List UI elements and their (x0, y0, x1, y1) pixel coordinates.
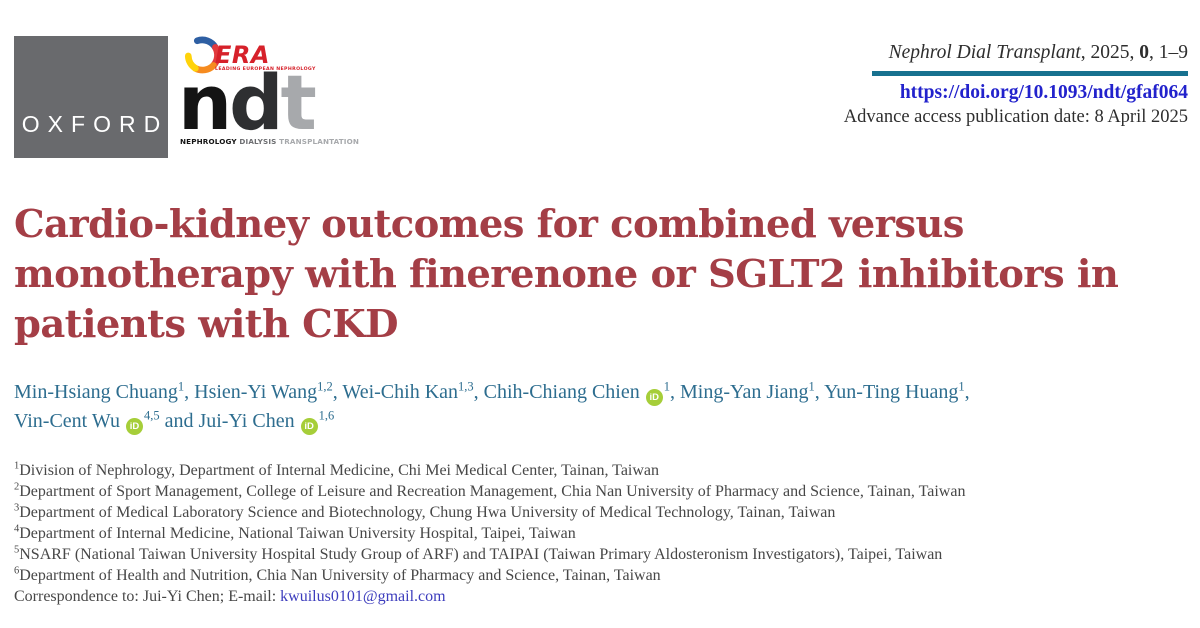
author-name: Hsien-Yi Wang (194, 381, 318, 404)
ndt-logotype: ndt (178, 65, 322, 141)
oxford-university-press-logo: OXFORD (14, 36, 168, 158)
author-separator: , (964, 381, 970, 404)
article-title: Cardio-kidney outcomes for combined vers… (14, 200, 1188, 350)
author: Chih-Chiang Chien iD1, (483, 379, 680, 407)
author-affiliation-superscript: 4,5 (143, 407, 160, 422)
affiliation-text: Department of Health and Nutrition, Chia… (19, 566, 661, 584)
citation-pages: , 1–9 (1149, 42, 1188, 63)
orcid-icon[interactable]: iD (125, 417, 143, 435)
author-separator: , (332, 381, 343, 404)
advance-access-date: Advance access publication date: 8 April… (843, 107, 1188, 128)
author-separator: and (159, 409, 199, 432)
journal-citation: Nephrol Dial Transplant, 2025, 0, 1–9 (844, 42, 1188, 64)
author-separator: , (670, 381, 680, 404)
affiliation-number: 6 (14, 565, 20, 577)
doi-link[interactable]: https://doi.org/10.1093/ndt/gfaf064 (899, 81, 1188, 103)
affiliation-text: NSARF (National Taiwan University Hospit… (19, 545, 943, 563)
era-logo-label: ERA (215, 41, 270, 69)
correspondence-line: Correspondence to: Jui-Yi Chen; E-mail: … (14, 587, 1188, 608)
affiliation-item: 3Department of Medical Laboratory Scienc… (14, 503, 1188, 524)
affiliation-text: Department of Sport Management, College … (19, 482, 966, 500)
author: Min-Hsiang Chuang1, (14, 379, 195, 404)
masthead: OXFORD ERA LEADING EUROPEAN NEPHROLOGY n (14, 36, 1188, 158)
author: Ming-Yan Jiang1, (680, 379, 825, 404)
affiliation-item: 6Department of Health and Nutrition, Chi… (14, 566, 1188, 587)
ndt-letter-n: n (178, 58, 232, 147)
journal-meta: Nephrol Dial Transplant, 2025, 0, 1–9 ht… (844, 36, 1188, 129)
author-name: Chih-Chiang Chien (483, 381, 640, 404)
author-affiliation-superscript: 1 (958, 379, 965, 394)
era-logo: ERA LEADING EUROPEAN NEPHROLOGY (184, 36, 322, 78)
affiliation-item: 4Department of Internal Medicine, Nation… (14, 524, 1188, 545)
author-name: Jui-Yi Chen (198, 409, 295, 432)
affiliation-text: Division of Nephrology, Department of In… (19, 461, 660, 479)
author-separator: , (473, 381, 484, 404)
citation-volume: 0 (1139, 42, 1149, 63)
author-affiliation-superscript: 1 (177, 379, 185, 394)
journal-name: Nephrol Dial Transplant (888, 42, 1081, 63)
author-list: Min-Hsiang Chuang1, Hsien-Yi Wang1,2, We… (14, 378, 1188, 435)
ndt-letter-t: t (280, 58, 317, 147)
author-name: Ming-Yan Jiang (680, 381, 809, 404)
article-title-line-2: monotherapy with finerenone or SGLT2 inh… (14, 252, 1119, 298)
citation-year: , 2025, (1080, 42, 1140, 63)
era-logo-tagline: LEADING EUROPEAN NEPHROLOGY (215, 67, 316, 72)
author-separator: , (184, 381, 195, 404)
ndt-subtitle-nephrology: NEPHROLOGY (180, 137, 237, 147)
affiliation-number: 2 (14, 481, 20, 493)
author: Yun-Ting Huang1, (824, 379, 970, 404)
publisher-logos: OXFORD ERA LEADING EUROPEAN NEPHROLOGY n (14, 36, 359, 158)
affiliation-list: 1Division of Nephrology, Department of I… (14, 461, 1188, 587)
author: Wei-Chih Kan1,3, (342, 379, 484, 404)
affiliation-number: 4 (14, 523, 20, 535)
affiliation-number: 1 (14, 460, 20, 472)
affiliation-number: 3 (14, 502, 20, 514)
author: Jui-Yi Chen iD1,6 (198, 407, 335, 435)
author-affiliation-superscript: 1,6 (318, 407, 335, 422)
ndt-subtitle-dialysis: DIALYSIS (239, 137, 277, 147)
article-title-line-1: Cardio-kidney outcomes for combined vers… (14, 202, 964, 247)
affiliation-item: 2Department of Sport Management, College… (14, 482, 1188, 503)
author-line: Vin-Cent Wu iD4,5 and Jui-Yi Chen iD1,6 (14, 407, 1188, 435)
correspondence-label: Correspondence to: Jui-Yi Chen; E-mail: (14, 587, 281, 605)
author-name: Vin-Cent Wu (14, 409, 120, 432)
article-title-line-3: patients with CKD (14, 302, 398, 348)
author-name: Yun-Ting Huang (824, 381, 959, 404)
correspondence-email-link[interactable]: kwuilus0101@gmail.com (280, 587, 446, 605)
oxford-logo-label: OXFORD (21, 111, 169, 137)
citation-divider-rule (872, 71, 1188, 76)
author-name: Wei-Chih Kan (342, 381, 459, 404)
ndt-journal-logo: ERA LEADING EUROPEAN NEPHROLOGY ndt NEPH… (178, 36, 359, 147)
author-line: Min-Hsiang Chuang1, Hsien-Yi Wang1,2, We… (14, 378, 1188, 407)
affiliation-text: Department of Internal Medicine, Nationa… (19, 524, 576, 542)
author-affiliation-superscript: 1 (808, 379, 815, 394)
affiliation-text: Department of Medical Laboratory Science… (19, 503, 836, 521)
ndt-letter-d: d (229, 58, 283, 147)
author-affiliation-superscript: 1,2 (317, 379, 333, 394)
era-swirl-icon (184, 36, 221, 74)
ndt-logo-subtitle: NEPHROLOGY DIALYSIS TRANSPLANTATION (180, 137, 359, 147)
affiliation-number: 5 (14, 544, 20, 556)
author-name: Min-Hsiang Chuang (14, 381, 178, 404)
author-affiliation-superscript: 1 (663, 379, 670, 394)
orcid-icon[interactable]: iD (300, 417, 318, 435)
author: Vin-Cent Wu iD4,5 and (14, 407, 199, 435)
author-affiliation-superscript: 1,3 (458, 379, 474, 394)
affiliation-item: 5NSARF (National Taiwan University Hospi… (14, 545, 1188, 566)
orcid-icon[interactable]: iD (645, 389, 663, 407)
ndt-subtitle-transplantation: TRANSPLANTATION (279, 137, 360, 147)
author: Hsien-Yi Wang1,2, (194, 379, 343, 404)
era-logo-text: ERA LEADING EUROPEAN NEPHROLOGY (215, 36, 316, 73)
affiliation-item: 1Division of Nephrology, Department of I… (14, 461, 1188, 482)
author-separator: , (814, 381, 825, 404)
